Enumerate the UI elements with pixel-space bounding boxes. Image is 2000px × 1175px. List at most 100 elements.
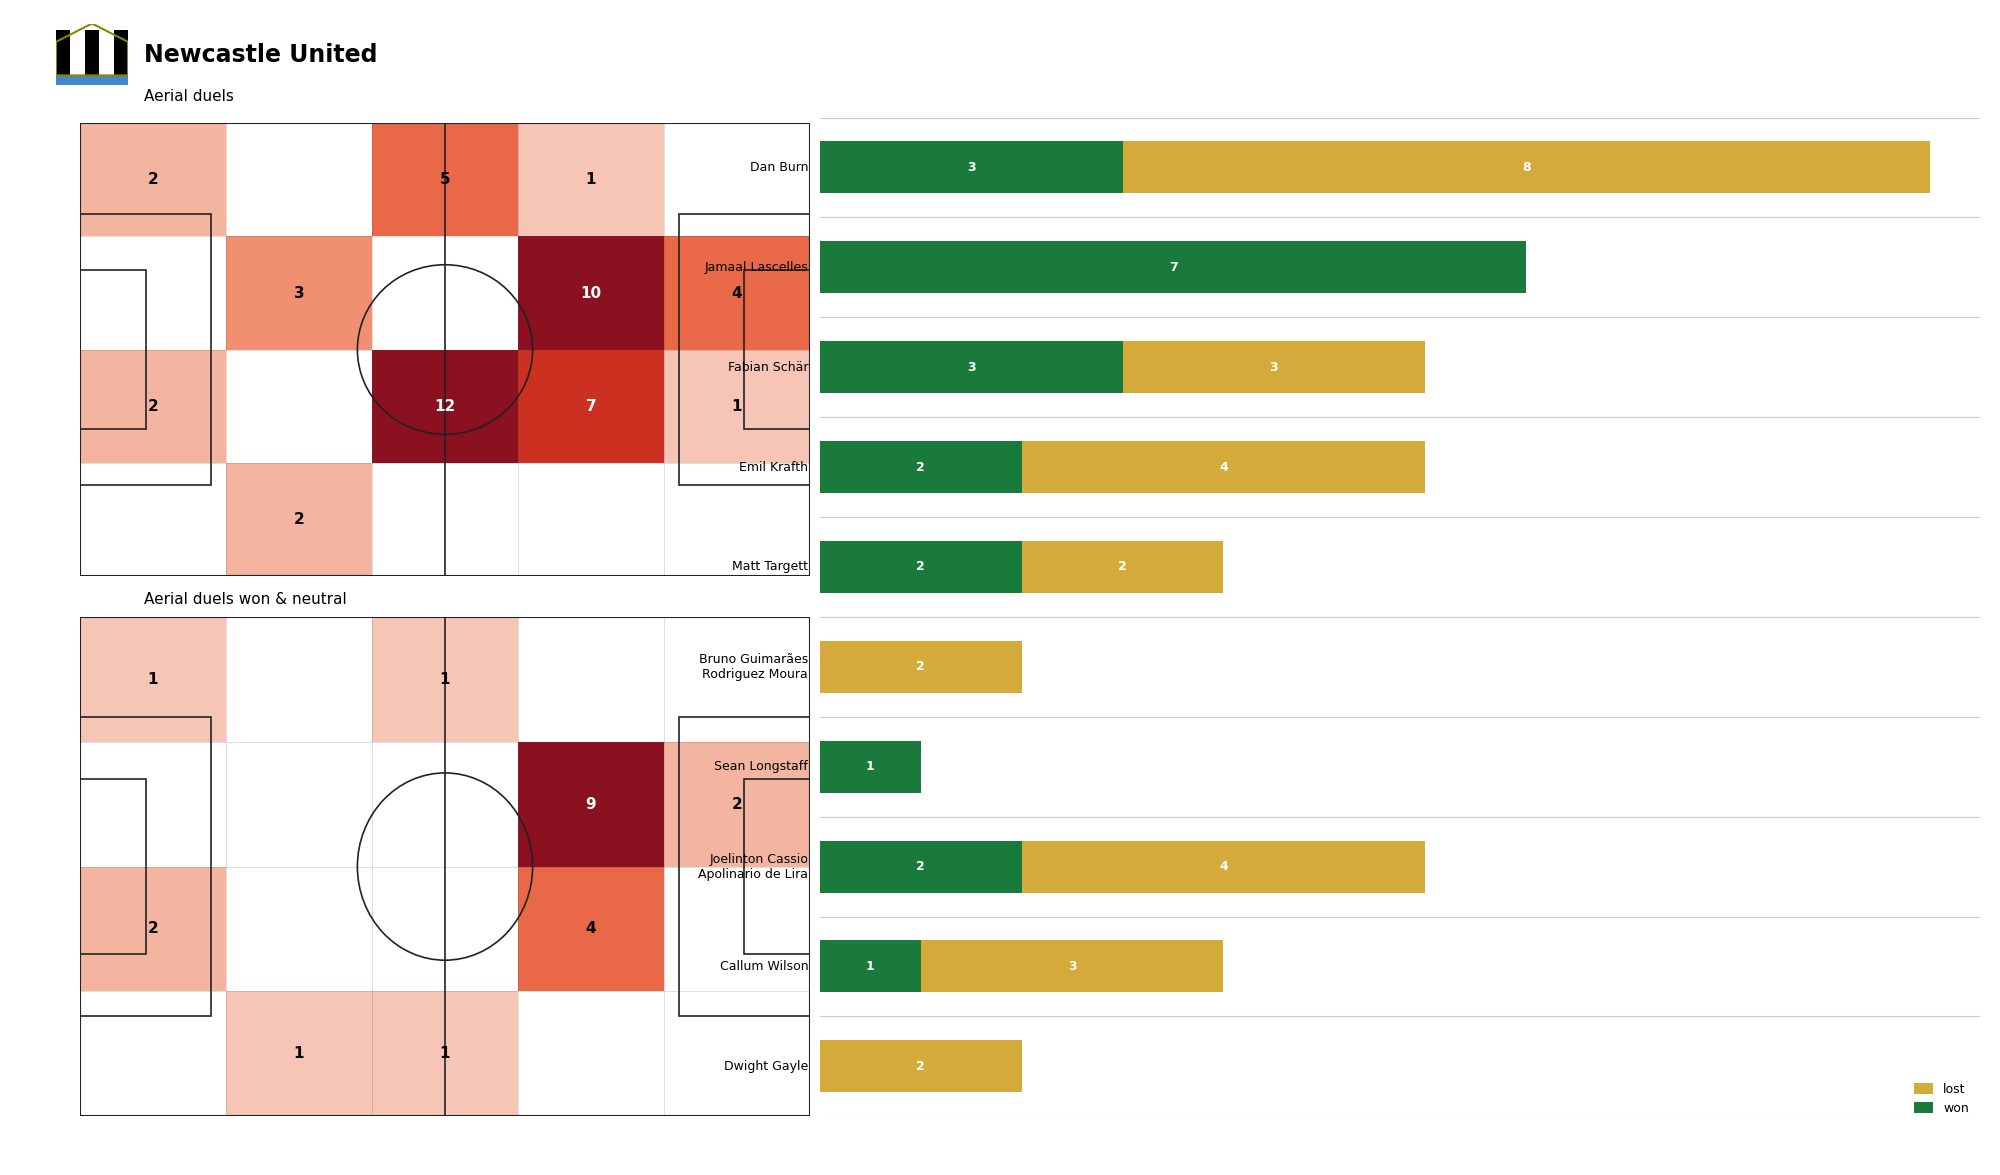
Text: 1: 1 — [440, 672, 450, 687]
Bar — [820, 640, 1022, 693]
Text: 8: 8 — [1522, 161, 1530, 174]
Bar — [518, 617, 664, 741]
Bar — [1022, 540, 1224, 593]
Bar — [80, 214, 212, 485]
Text: 7: 7 — [1168, 261, 1178, 274]
Bar — [820, 141, 1122, 194]
Bar — [114, 29, 128, 75]
Text: 1: 1 — [732, 398, 742, 414]
Bar — [820, 840, 1022, 893]
Bar — [820, 241, 1526, 294]
Bar — [664, 992, 810, 1116]
Bar — [80, 779, 146, 954]
Legend: lost, won: lost, won — [1910, 1077, 1974, 1120]
Bar — [372, 123, 518, 236]
Bar — [80, 741, 226, 867]
Text: 3: 3 — [1270, 361, 1278, 374]
Bar — [226, 992, 372, 1116]
Bar — [226, 236, 372, 350]
Bar — [372, 350, 518, 463]
Bar — [518, 350, 664, 463]
Text: 4: 4 — [586, 921, 596, 936]
Text: 3: 3 — [966, 361, 976, 374]
Text: Aerial duels: Aerial duels — [144, 89, 234, 103]
Bar — [372, 463, 518, 576]
Text: 2: 2 — [732, 797, 742, 812]
Bar — [1122, 141, 1930, 194]
Bar — [664, 867, 810, 992]
Text: 1: 1 — [294, 1046, 304, 1061]
Bar — [226, 741, 372, 867]
Bar — [372, 617, 518, 741]
Bar — [80, 123, 226, 236]
Text: 12: 12 — [434, 398, 456, 414]
Bar — [372, 236, 518, 350]
Text: 1: 1 — [586, 173, 596, 188]
Bar — [664, 350, 810, 463]
Bar — [84, 29, 100, 75]
Bar — [518, 463, 664, 576]
Text: 5: 5 — [440, 173, 450, 188]
Bar — [80, 867, 226, 992]
Bar — [80, 270, 146, 429]
Bar — [226, 463, 372, 576]
Bar — [664, 741, 810, 867]
Text: 1: 1 — [866, 960, 874, 973]
Bar — [226, 123, 372, 236]
Bar — [920, 940, 1224, 993]
Text: 7: 7 — [586, 398, 596, 414]
Bar — [226, 350, 372, 463]
Bar — [372, 867, 518, 992]
Text: Newcastle United: Newcastle United — [144, 43, 378, 67]
Text: 2: 2 — [916, 1060, 926, 1073]
Bar — [80, 617, 226, 741]
Bar — [518, 992, 664, 1116]
Bar — [70, 29, 84, 75]
Bar — [372, 992, 518, 1116]
Bar — [80, 717, 212, 1016]
Text: 3: 3 — [1068, 960, 1076, 973]
Bar — [56, 29, 70, 75]
Bar — [1122, 341, 1426, 394]
Bar — [664, 123, 810, 236]
Bar — [820, 940, 920, 993]
Bar — [678, 717, 810, 1016]
Text: 3: 3 — [966, 161, 976, 174]
Bar — [80, 236, 226, 350]
Text: 3: 3 — [294, 286, 304, 301]
Bar — [372, 741, 518, 867]
Bar — [80, 992, 226, 1116]
Bar — [820, 341, 1122, 394]
Bar — [56, 75, 128, 85]
Text: 2: 2 — [916, 660, 926, 673]
Bar — [744, 779, 810, 954]
Text: 4: 4 — [1220, 860, 1228, 873]
Text: 4: 4 — [1220, 461, 1228, 474]
Bar — [664, 236, 810, 350]
Bar — [678, 214, 810, 485]
Bar — [820, 740, 920, 793]
Bar — [744, 270, 810, 429]
Text: 2: 2 — [1118, 560, 1126, 573]
Bar — [226, 617, 372, 741]
Text: 1: 1 — [148, 672, 158, 687]
Text: 2: 2 — [916, 560, 926, 573]
Bar — [518, 123, 664, 236]
Bar — [820, 540, 1022, 593]
Text: 2: 2 — [294, 511, 304, 526]
Bar — [80, 463, 226, 576]
Bar — [820, 1040, 1022, 1093]
Text: 1: 1 — [866, 760, 874, 773]
Text: 2: 2 — [148, 398, 158, 414]
Text: 1: 1 — [440, 1046, 450, 1061]
Text: 9: 9 — [586, 797, 596, 812]
Text: 2: 2 — [916, 860, 926, 873]
Bar — [1022, 840, 1426, 893]
Bar — [518, 741, 664, 867]
Bar — [664, 463, 810, 576]
Bar — [226, 867, 372, 992]
Bar — [1022, 441, 1426, 494]
Text: Aerial duels won & neutral: Aerial duels won & neutral — [144, 592, 346, 606]
Text: 2: 2 — [148, 173, 158, 188]
Bar — [80, 350, 226, 463]
